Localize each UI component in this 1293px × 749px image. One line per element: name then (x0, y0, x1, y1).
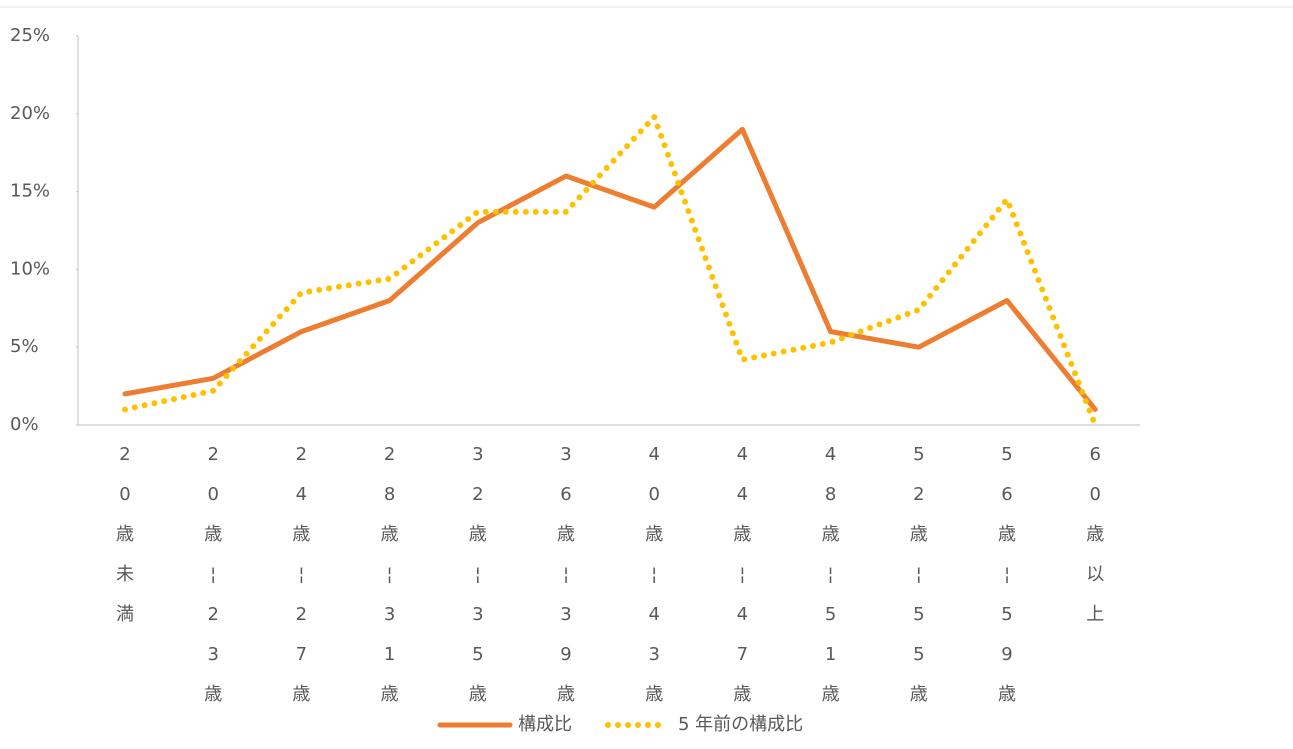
y-tick-label: 5% (10, 336, 39, 357)
series-line (122, 113, 1099, 428)
x-tick-label: 3 6 歳¦ 3 9 歳 (557, 444, 575, 705)
legend-label: 構成比 (518, 714, 572, 735)
x-tick-label: 5 2 歳¦ 5 5 歳 (910, 444, 928, 705)
y-tick-label: 0% (10, 414, 39, 435)
x-tick-label: 6 0 歳以上 (1086, 444, 1104, 625)
y-tick-label: 25% (10, 25, 50, 46)
x-tick-label: 5 6 歳¦ 5 9 歳 (998, 444, 1016, 705)
x-tick-label: 4 4 歳¦ 4 7 歳 (733, 444, 751, 705)
x-tick-label: 3 2 歳¦ 3 5 歳 (469, 444, 487, 705)
y-tick-label: 15% (10, 181, 50, 202)
x-tick-label: 2 0 歳未満 (116, 444, 134, 625)
x-tick-label: 4 0 歳¦ 4 3 歳 (645, 444, 663, 705)
series-line (122, 126, 1098, 412)
y-tick-label: 10% (10, 258, 50, 279)
x-tick-label: 2 0 歳¦ 2 3 歳 (204, 444, 222, 705)
legend-label: 5 年前の構成比 (678, 714, 803, 735)
y-tick-label: 20% (10, 103, 50, 124)
x-tick-label: 2 8 歳¦ 3 1 歳 (381, 444, 399, 705)
x-tick-label: 2 4 歳¦ 2 7 歳 (292, 444, 310, 705)
x-tick-label: 4 8 歳¦ 5 1 歳 (822, 444, 840, 705)
